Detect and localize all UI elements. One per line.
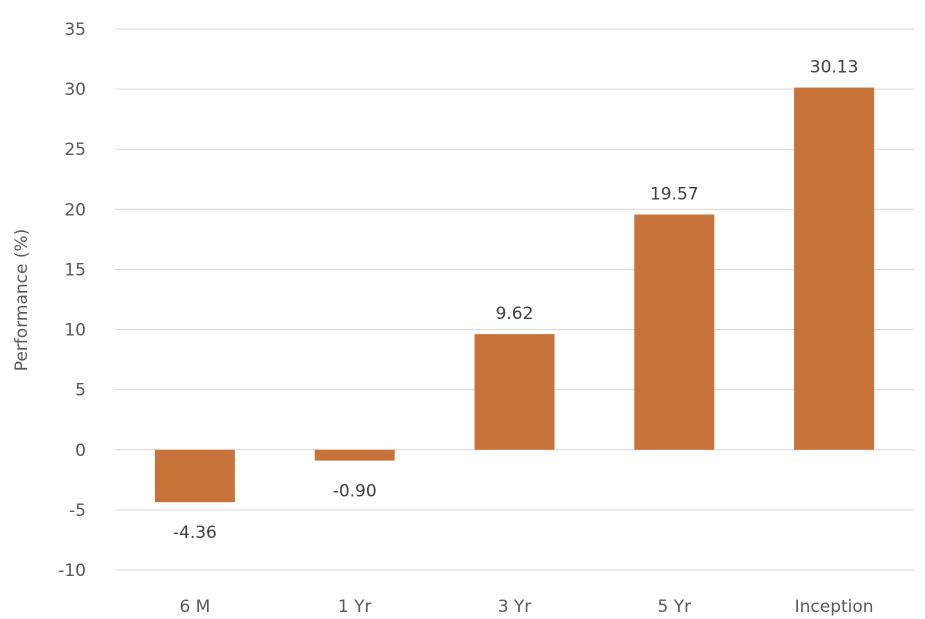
data-label: 30.13 [810,58,859,78]
bar [314,449,395,461]
bar [794,87,875,450]
y-tick-label: 5 [75,381,86,401]
y-tick-label: -10 [58,561,86,581]
bar [154,449,235,503]
data-label: -4.36 [173,523,217,543]
bars [154,87,875,503]
bar [634,214,715,450]
x-tick-label: Inception [795,597,874,617]
x-tick-label: 3 Yr [498,597,532,617]
y-tick-label: 30 [64,80,86,100]
y-axis-title: Performance (%) [12,229,32,372]
x-tick-label: 1 Yr [338,597,372,617]
y-tick-label: 15 [64,260,86,280]
data-label: 9.62 [496,304,534,324]
x-axis-labels: 6 M 1 Yr 3 Yr 5 Yr Inception [179,597,873,617]
y-axis-ticks: 35 30 25 20 15 10 5 0 -5 -10 [58,20,86,581]
y-tick-label: 10 [64,321,86,341]
bar [474,334,555,450]
x-tick-label: 5 Yr [658,597,692,617]
y-tick-label: -5 [69,501,86,521]
x-tick-label: 6 M [179,597,210,617]
gridlines [115,28,914,571]
y-tick-label: 35 [64,20,86,40]
data-labels: -4.36 -0.90 9.62 19.57 30.13 [173,58,859,544]
data-label: 19.57 [650,185,699,205]
y-tick-label: 25 [64,140,86,160]
y-tick-label: 20 [64,200,86,220]
data-label: -0.90 [333,482,377,502]
y-tick-label: 0 [75,441,86,461]
